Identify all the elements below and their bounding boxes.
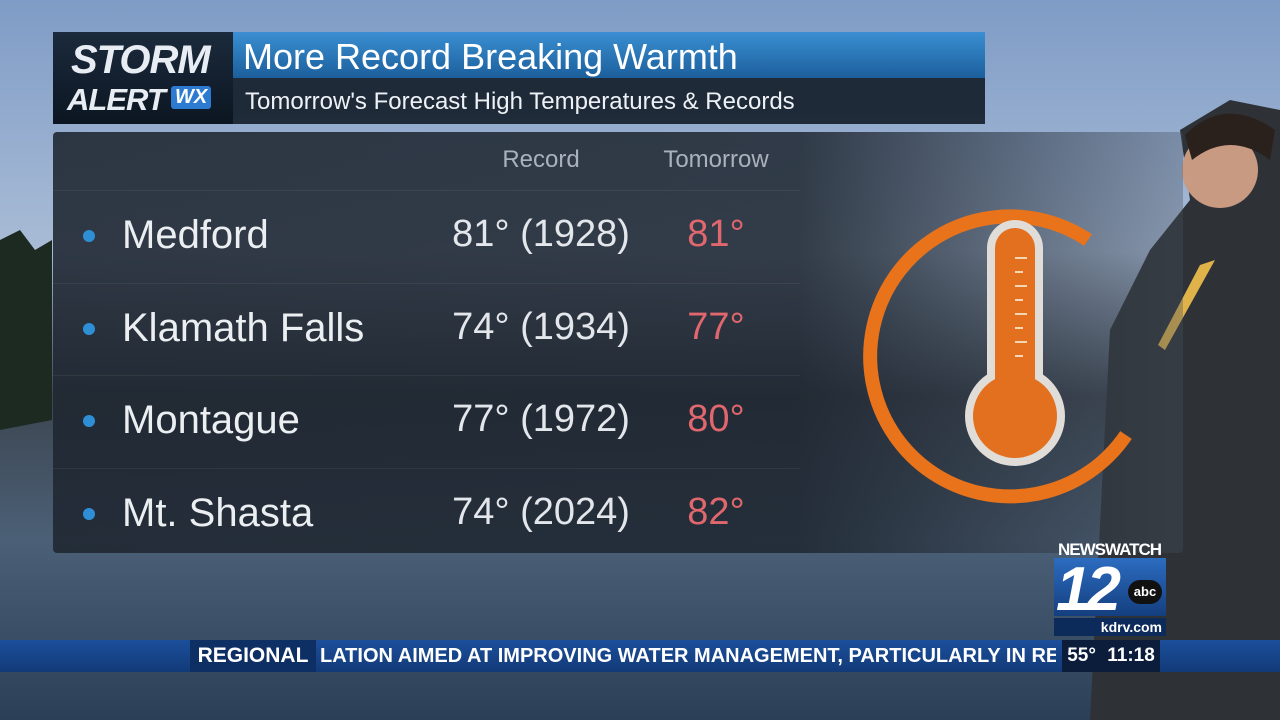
- bullet: [83, 230, 95, 242]
- records-table: Record Tomorrow Medford 81° (1928) 81° Klam…: [53, 132, 1183, 553]
- icon-ring: [863, 209, 1132, 504]
- forecast-value: 80°: [687, 398, 745, 440]
- thermometer-scale: [1015, 257, 1027, 357]
- table-row: Klamath Falls 74° (1934) 77°: [53, 282, 800, 372]
- bullet: [83, 507, 95, 520]
- news-ticker: REGIONAL LATION AIMED AT IMPROVING WATER…: [0, 640, 1280, 672]
- clock: 11:18: [1107, 645, 1155, 666]
- forecast-value: 82°: [687, 490, 745, 533]
- station-site: kdrv.com: [1054, 618, 1166, 636]
- subtitle-band: Tomorrow's Forecast High Temperatures & …: [233, 78, 985, 124]
- table-row: Medford 81° (1928) 81°: [53, 190, 800, 279]
- ticker-text: LATION AIMED AT IMPROVING WATER MANAGEME…: [320, 645, 1056, 667]
- city-name: Montague: [122, 398, 300, 442]
- station-logo: NEWSWATCH 12 abc kdrv.com: [1054, 540, 1166, 636]
- logo-text: STORM: [71, 38, 211, 82]
- forecast-value: 81°: [687, 213, 745, 255]
- channel-number: 12: [1056, 555, 1121, 624]
- logo-badge: WX: [171, 86, 212, 109]
- channel-badge: 12 abc: [1054, 555, 1166, 624]
- thermometer-fill: [973, 374, 1057, 458]
- ticker-section: REGIONAL: [190, 640, 316, 672]
- trees: [0, 230, 52, 430]
- record-value: 77° (1972): [452, 398, 630, 440]
- record-value: 74° (2024): [452, 490, 630, 533]
- table-row: Montague 77° (1972) 80°: [53, 375, 800, 464]
- forecast-value: 77°: [687, 305, 745, 348]
- city-name: Mt. Shasta: [122, 490, 314, 535]
- network-logo: abc: [1128, 580, 1162, 604]
- header: STORM ALERT WX More Record Breaking Warm…: [53, 32, 985, 124]
- record-value: 81° (1928): [452, 213, 630, 255]
- temp-time: 55° 11:18: [1062, 640, 1160, 672]
- current-temperature: 55°: [1067, 645, 1096, 666]
- title: More Record Breaking Warmth: [243, 36, 738, 77]
- subtitle: Tomorrow's Forecast High Temperatures & …: [245, 88, 795, 115]
- bullet: [83, 322, 95, 335]
- city-name: Medford: [122, 213, 269, 257]
- presenter-hair: [1185, 113, 1275, 160]
- table-row: Mt. Shasta 74° (2024) 82°: [53, 467, 800, 557]
- bullet: [83, 415, 95, 427]
- city-name: Klamath Falls: [122, 305, 365, 350]
- station-name: NEWSWATCH: [1058, 540, 1162, 559]
- logo: STORM ALERT WX: [53, 32, 233, 124]
- column-header: Record: [502, 146, 580, 173]
- record-value: 74° (1934): [452, 305, 630, 348]
- logo-text: ALERT: [67, 82, 166, 117]
- thermometer-icon: [863, 209, 1132, 504]
- title-band: More Record Breaking Warmth: [233, 32, 985, 78]
- column-header: Tomorrow: [663, 146, 769, 173]
- thermometer-fill: [995, 228, 1035, 408]
